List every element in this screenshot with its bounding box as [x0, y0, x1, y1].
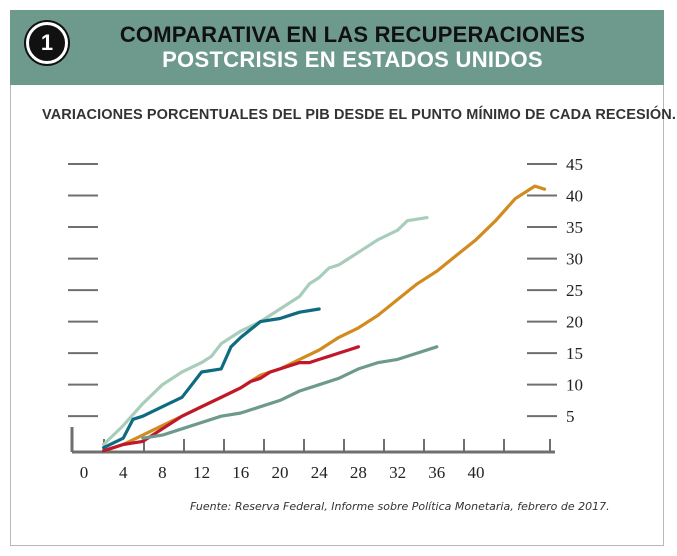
- y-tick-label: 15: [566, 344, 583, 363]
- y-tick-label: 5: [566, 407, 575, 426]
- title-line-2: POSTCRISIS EN ESTADOS UNIDOS: [162, 47, 543, 72]
- title-line-1: COMPARATIVA EN LAS RECUPERACIONES: [119, 22, 586, 47]
- x-tick-label: 20: [272, 463, 289, 482]
- series-line-3: [101, 307, 321, 450]
- chart-subtitle: VARIACIONES PORCENTUALES DEL PIB DESDE E…: [42, 107, 676, 123]
- x-tick-label: 24: [311, 463, 329, 482]
- y-tick-label: 35: [566, 218, 583, 237]
- x-tick-label: 0: [80, 463, 89, 482]
- y-tick-label: 40: [566, 187, 583, 206]
- source-note: Fuente: Reserva Federal, Informe sobre P…: [190, 500, 610, 513]
- series-line-2: [101, 184, 547, 453]
- y-tick-label: 10: [566, 376, 583, 395]
- y-tick-label: 25: [566, 281, 583, 300]
- x-tick-label: 36: [428, 463, 445, 482]
- series-line-1: [101, 216, 429, 447]
- x-tick-label: 32: [389, 463, 406, 482]
- figure-number-badge: 1: [26, 22, 68, 64]
- series-line-5: [141, 345, 439, 440]
- y-tick-label: 30: [566, 250, 583, 269]
- x-tick-label: 16: [232, 463, 249, 482]
- x-tick-label: 12: [193, 463, 210, 482]
- x-tick-label: 4: [119, 463, 128, 482]
- y-tick-label: 45: [566, 155, 583, 174]
- y-tick-label: 20: [566, 313, 583, 332]
- x-tick-label: 8: [158, 463, 167, 482]
- header-banner: [10, 10, 664, 85]
- series-line-4: [101, 345, 360, 453]
- chart-frame: [10, 10, 664, 546]
- x-tick-label: 28: [350, 463, 367, 482]
- x-tick-label: 40: [468, 463, 485, 482]
